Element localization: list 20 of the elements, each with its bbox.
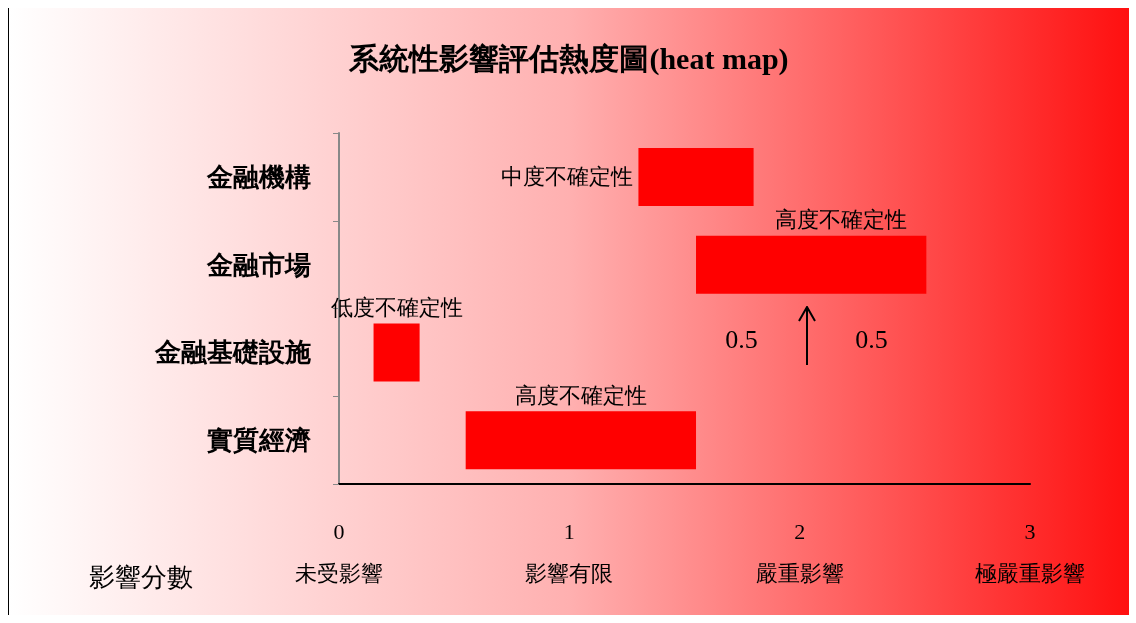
- y-tick-label: 金融基礎設施: [154, 337, 311, 368]
- bar: [638, 147, 754, 206]
- y-tick-label: 金融機構: [206, 161, 311, 192]
- bar: [465, 411, 697, 470]
- annotation: 0.5: [855, 325, 888, 355]
- x-tick-label: 1 影響有限: [525, 518, 614, 586]
- bar: [696, 235, 927, 294]
- data-label: 中度不確定性: [501, 164, 634, 190]
- x-axis-title: 影響分數: [89, 562, 193, 592]
- data-label: 高度不確定性: [514, 382, 647, 408]
- y-tick-label: 金融市場: [206, 249, 311, 280]
- x-tick-label: 3 極嚴重影響: [975, 518, 1085, 586]
- data-label: 低度不確定性: [330, 294, 463, 320]
- annotation: 0.5: [725, 325, 758, 355]
- bar: [373, 323, 420, 382]
- x-tick-label: 2 嚴重影響: [755, 518, 844, 586]
- x-tick-label: 0 未受影響: [295, 518, 383, 586]
- y-tick-label: 實質經濟: [207, 425, 312, 456]
- chart-title: 系統性影響評估熱度圖(heat map): [348, 41, 789, 76]
- data-label: 高度不確定性: [775, 207, 908, 233]
